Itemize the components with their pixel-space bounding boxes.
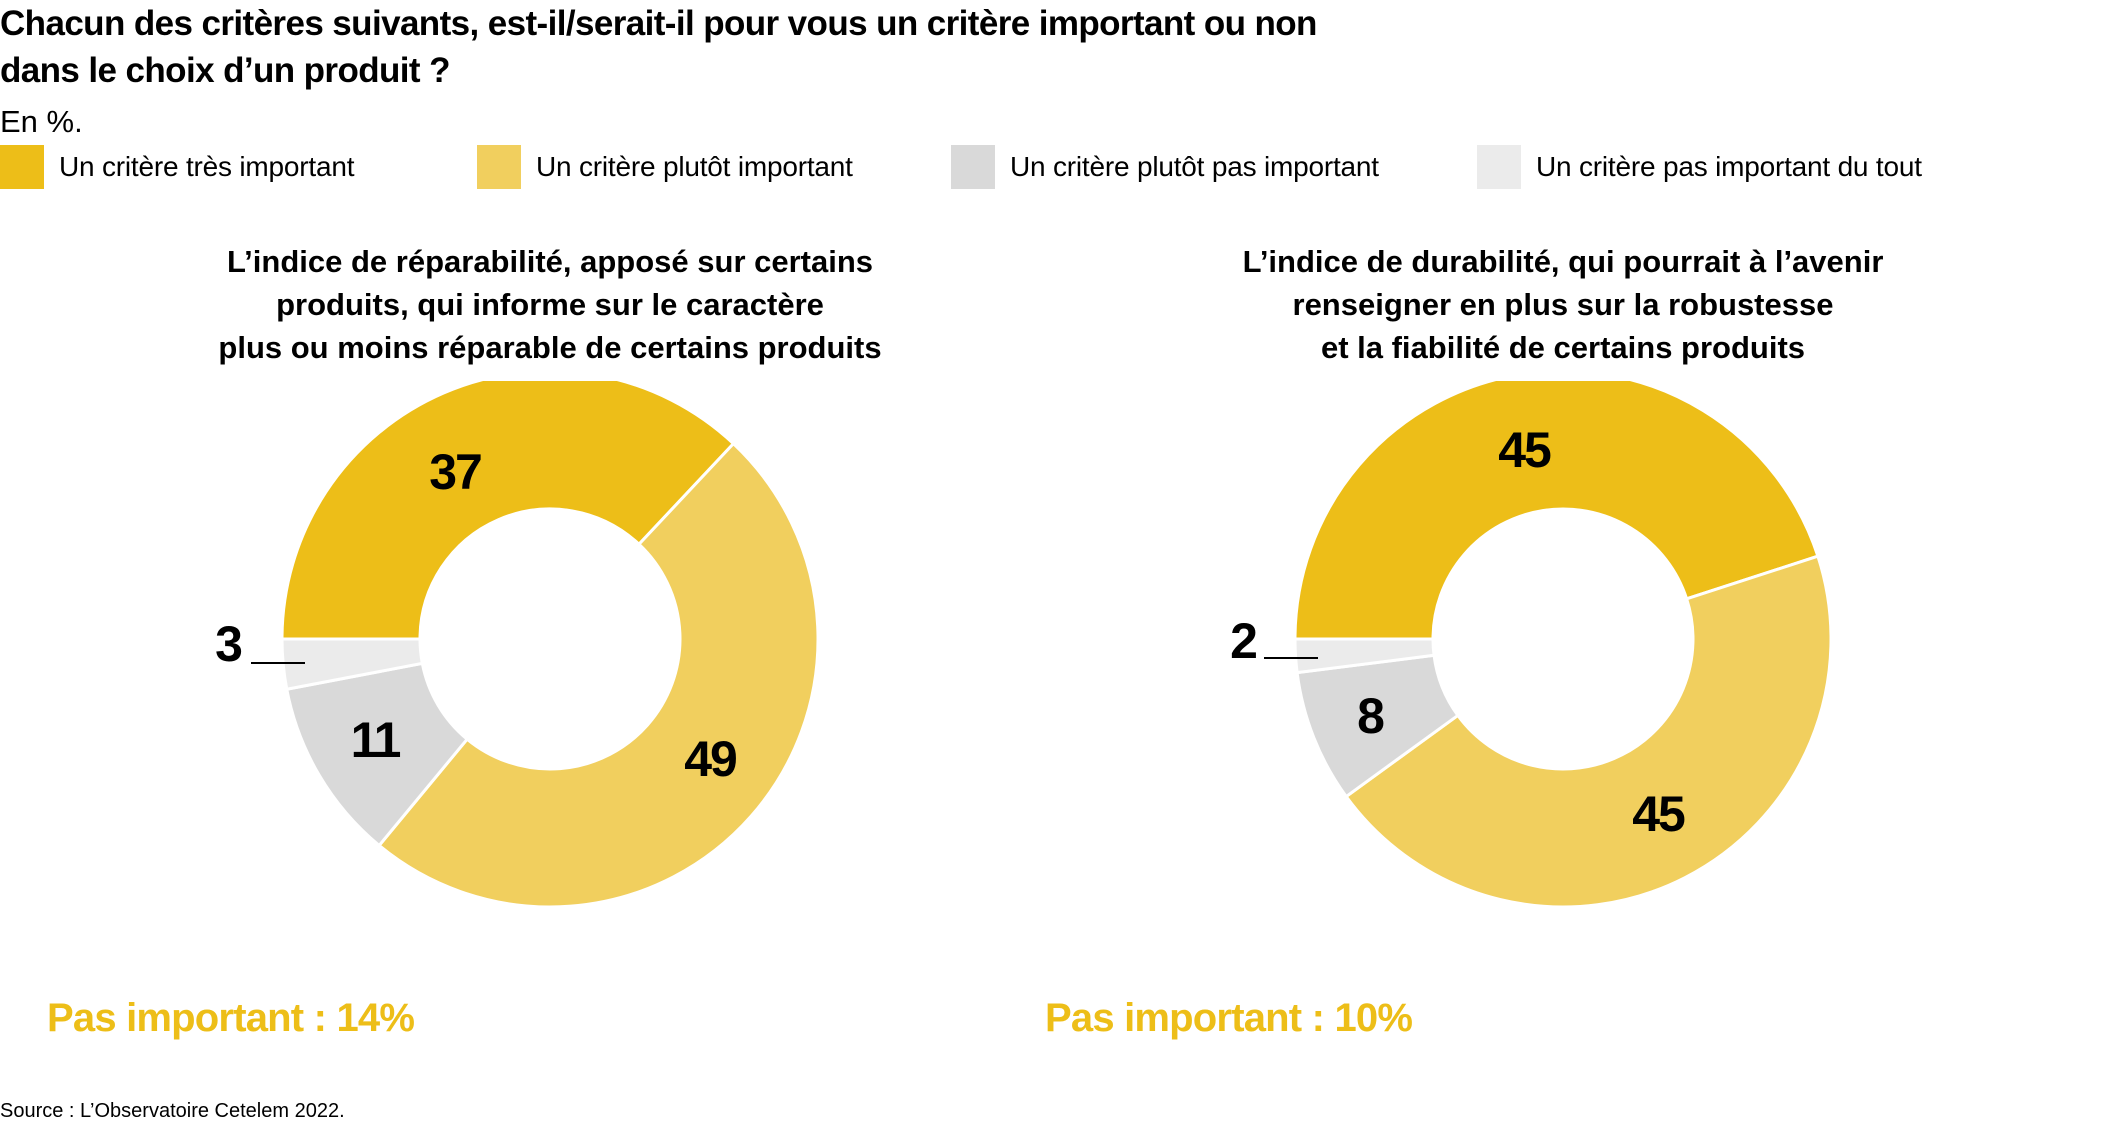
donut-slice xyxy=(1344,554,1833,909)
legend-label: Un critère plutôt important xyxy=(536,151,853,182)
donut-1-summary: Pas important : 14% xyxy=(47,996,415,1040)
legend-label: Un critère pas important du tout xyxy=(1536,151,1922,182)
donut-2-title-line: et la fiabilité de certains produits xyxy=(1320,330,1806,365)
data-label: 45 xyxy=(1632,786,1685,842)
data-label: 8 xyxy=(1357,688,1384,744)
source-note: Source : L’Observatoire Cetelem 2022. xyxy=(0,1100,345,1122)
donut-2 xyxy=(1293,381,1833,909)
data-label: 45 xyxy=(1498,422,1551,478)
donut-slice xyxy=(280,381,736,641)
chart-title-line-1: Chacun des critères suivants, est-il/ser… xyxy=(0,4,1317,43)
data-label: 3 xyxy=(215,616,241,672)
donut-2-title-line: L’indice de durabilité, qui pourrait à l… xyxy=(1242,244,1884,279)
donut-slice xyxy=(377,441,820,909)
donut-2-summary: Pas important : 10% xyxy=(1045,996,1413,1040)
legend-swatch xyxy=(477,145,521,189)
legend-swatch xyxy=(1477,145,1521,189)
legend-label: Un critère plutôt pas important xyxy=(1010,151,1379,182)
data-label: 37 xyxy=(429,444,481,500)
donut-1-title-line: L’indice de réparabilité, apposé sur cer… xyxy=(226,244,874,279)
donut-1 xyxy=(280,381,820,909)
legend-swatch xyxy=(951,145,995,189)
legend-item-pas-important-du-tout: Un critère pas important du tout xyxy=(1477,145,1922,189)
legend-item-tres-important: Un critère très important xyxy=(0,145,355,189)
chart-title-line-2: dans le choix d’un produit ? xyxy=(0,51,450,90)
donut-1-title-line: produits, qui informe sur le caractère xyxy=(276,287,824,322)
donut-slice xyxy=(1293,381,1820,641)
donut-slice xyxy=(1293,637,1436,675)
legend-item-plutot-important: Un critère plutôt important xyxy=(477,145,853,189)
donut-2-title: L’indice de durabilité, qui pourrait à l… xyxy=(1113,240,2013,369)
data-label: 11 xyxy=(351,712,401,768)
legend-item-plutot-pas-important: Un critère plutôt pas important xyxy=(951,145,1379,189)
chart-title: Chacun des critères suivants, est-il/ser… xyxy=(0,0,2000,94)
data-label: 49 xyxy=(684,731,736,787)
donut-2-title-line: renseigner en plus sur la robustesse xyxy=(1292,287,1834,322)
donut-slice xyxy=(280,637,425,691)
data-label: 2 xyxy=(1230,613,1256,669)
donut-1-title-line: plus ou moins réparable de certains prod… xyxy=(218,330,882,365)
donut-1-title: L’indice de réparabilité, apposé sur cer… xyxy=(100,240,1000,369)
legend-swatch xyxy=(0,145,44,189)
unit-label: En %. xyxy=(0,104,83,139)
legend-label: Un critère très important xyxy=(59,151,355,182)
